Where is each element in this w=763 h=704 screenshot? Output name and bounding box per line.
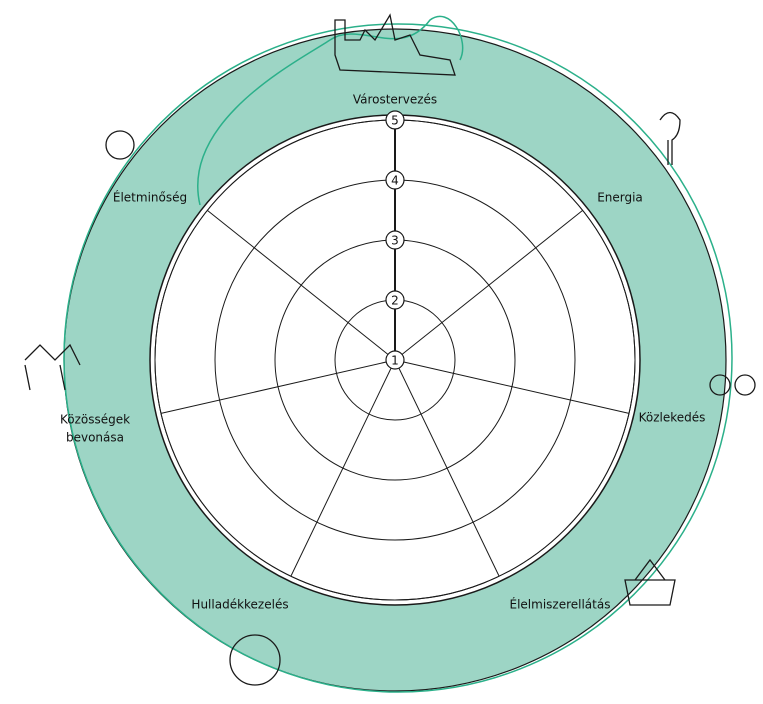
scale-marker: [385, 110, 405, 130]
icons: [24, 13, 756, 686]
spoke: [290, 359, 396, 577]
scale-marker: [385, 350, 405, 370]
axis-label: Életminőség: [113, 190, 187, 205]
axis-label: bevonása: [66, 431, 124, 445]
scale-marker: [385, 290, 405, 310]
axis-label: Energia: [597, 191, 643, 205]
axis-label: Közösségek: [60, 413, 130, 427]
scale-label: 2: [391, 294, 399, 308]
scale-label: 3: [391, 234, 399, 248]
scale-label: 1: [391, 354, 399, 368]
spoke: [394, 359, 630, 414]
band-outline: [63, 23, 733, 693]
scale-marker: [385, 230, 405, 250]
scale-label: 5: [391, 114, 399, 128]
spoke: [394, 209, 583, 361]
axis-label: Várostervezés: [353, 93, 437, 107]
spoke: [160, 359, 396, 414]
spoke: [394, 359, 500, 577]
spoke: [207, 209, 396, 361]
axis-label: Közlekedés: [639, 411, 706, 425]
scale-label: 4: [391, 174, 399, 188]
axis-label: Hulladékkezelés: [191, 598, 288, 612]
labels: Várostervezés Energia Közlekedés Élelmiszer…: [60, 93, 705, 612]
decor-line: [197, 15, 464, 206]
axis-label: Élelmiszerellátás: [510, 597, 611, 612]
scale-marker: [385, 170, 405, 190]
